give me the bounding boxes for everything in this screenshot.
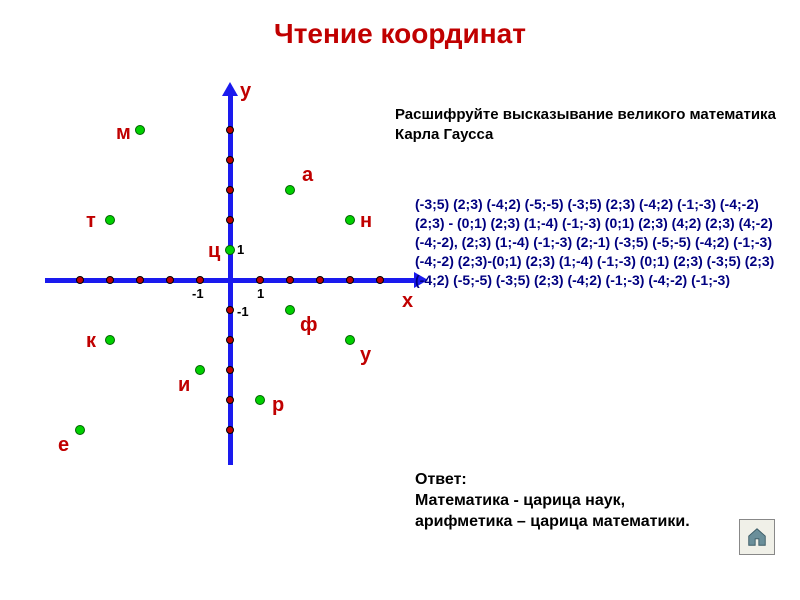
- y-axis-arrow: [222, 82, 238, 96]
- data-point: [345, 215, 355, 225]
- point-label-а: а: [302, 164, 313, 187]
- point-label-е: е: [58, 434, 69, 457]
- y-tick: [226, 306, 234, 314]
- x-tick: [286, 276, 294, 284]
- point-label-м: м: [116, 122, 131, 145]
- tick-label-y1: 1: [237, 242, 244, 257]
- point-label-ц: ц: [208, 240, 220, 263]
- y-tick: [226, 126, 234, 134]
- y-axis: [228, 95, 233, 465]
- y-tick: [226, 366, 234, 374]
- data-point: [105, 215, 115, 225]
- answer-line-2: арифметика – царица математики.: [415, 512, 785, 533]
- y-tick: [226, 336, 234, 344]
- answer-label: Ответ:: [415, 470, 785, 491]
- data-point: [135, 125, 145, 135]
- y-tick: [226, 396, 234, 404]
- tick-label-y-neg1: -1: [237, 304, 249, 319]
- x-tick: [136, 276, 144, 284]
- x-tick: [166, 276, 174, 284]
- data-point: [285, 305, 295, 315]
- y-tick: [226, 216, 234, 224]
- home-icon[interactable]: [739, 519, 775, 555]
- x-axis-label: х: [402, 290, 413, 313]
- point-label-р: р: [272, 394, 284, 417]
- page-title: Чтение координат: [0, 0, 800, 50]
- x-tick: [106, 276, 114, 284]
- x-tick: [346, 276, 354, 284]
- data-point: [285, 185, 295, 195]
- data-point: [195, 365, 205, 375]
- point-label-и: и: [178, 374, 190, 397]
- answer-line-1: Математика - царица наук,: [415, 491, 785, 512]
- x-tick: [316, 276, 324, 284]
- x-tick: [256, 276, 264, 284]
- instruction-text: Расшифруйте высказывание великого матема…: [395, 105, 780, 144]
- point-label-т: т: [86, 210, 96, 233]
- data-point: [75, 425, 85, 435]
- coordinate-chart: 1-11-1хуматнцкфуире: [30, 70, 390, 520]
- y-tick: [226, 156, 234, 164]
- point-label-ф: ф: [300, 314, 318, 337]
- y-axis-label: у: [240, 80, 251, 103]
- data-point: [105, 335, 115, 345]
- tick-label-x-neg1: -1: [192, 286, 204, 301]
- tick-label-x1: 1: [257, 286, 264, 301]
- answer-block: Ответ: Математика - царица наук, арифмет…: [415, 470, 785, 532]
- y-tick: [226, 426, 234, 434]
- x-tick: [196, 276, 204, 284]
- data-point: [225, 245, 235, 255]
- x-tick: [76, 276, 84, 284]
- data-point: [255, 395, 265, 405]
- y-tick: [226, 186, 234, 194]
- point-label-к: к: [86, 330, 96, 353]
- point-label-у: у: [360, 344, 371, 367]
- coordinates-list: (-3;5) (2;3) (-4;2) (-5;-5) (-3;5) (2;3)…: [415, 195, 785, 289]
- point-label-н: н: [360, 210, 372, 233]
- x-tick: [376, 276, 384, 284]
- data-point: [345, 335, 355, 345]
